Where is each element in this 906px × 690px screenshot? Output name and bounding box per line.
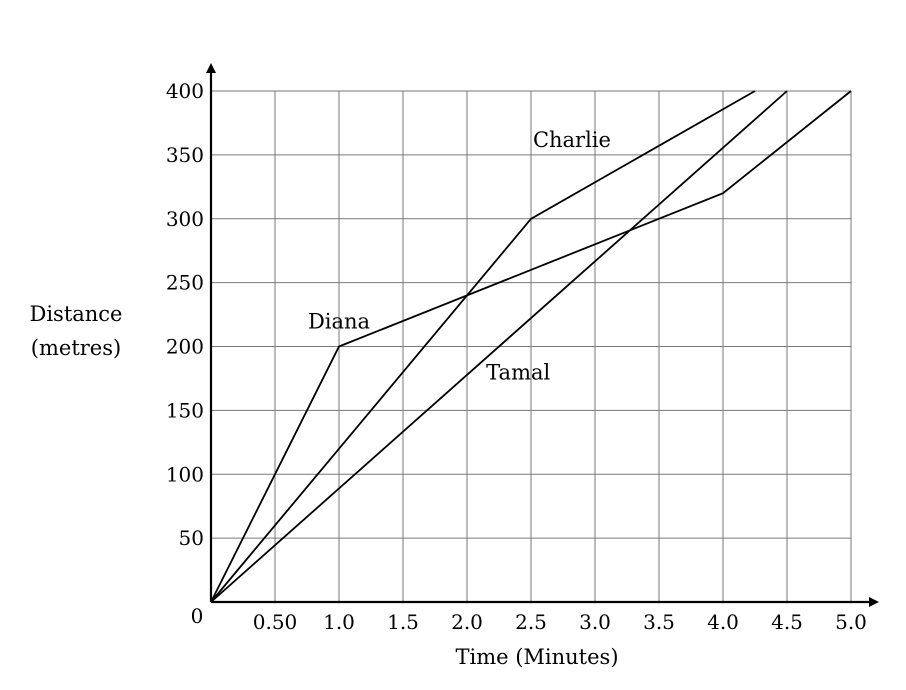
y-tick-label: 100 (166, 462, 204, 486)
y-tick-label: 50 (179, 526, 204, 550)
series-label-diana: Diana (308, 310, 370, 334)
series-lines (210, 90, 852, 603)
x-tick-label: 3.5 (643, 610, 675, 634)
x-tick-label: 2.0 (451, 610, 483, 634)
axes (206, 63, 879, 607)
origin-label: 0 (191, 604, 204, 628)
y-axis-title-line-2: (metres) (31, 336, 121, 360)
labels: 0 Time (Minutes) Distance (metres) 0.50 1… (29, 79, 866, 669)
x-tick-label: 0.50 (253, 610, 298, 634)
series-line-diana (210, 90, 852, 603)
series-label-charlie: Charlie (533, 128, 611, 152)
y-tick-label: 150 (166, 398, 204, 422)
x-tick-label: 1.5 (387, 610, 419, 634)
x-tick-label: 3.0 (579, 610, 611, 634)
x-axis-title: Time (Minutes) (455, 645, 618, 669)
x-tick-label: 4.5 (771, 610, 803, 634)
y-tick-label: 400 (166, 79, 204, 103)
y-tick-label: 350 (166, 143, 204, 167)
series-line-charlie (210, 90, 756, 603)
x-tick-label: 5.0 (835, 610, 867, 634)
y-tick-label: 250 (166, 271, 204, 295)
y-tick-label: 200 (166, 335, 204, 359)
y-tick-label: 300 (166, 207, 204, 231)
series-label-tamal: Tamal (486, 361, 550, 385)
series-line-tamal (210, 90, 788, 603)
x-tick-label: 2.5 (515, 610, 547, 634)
y-axis-title-line-1: Distance (29, 302, 122, 326)
x-tick-label: 4.0 (707, 610, 739, 634)
x-tick-label: 1.0 (323, 610, 355, 634)
